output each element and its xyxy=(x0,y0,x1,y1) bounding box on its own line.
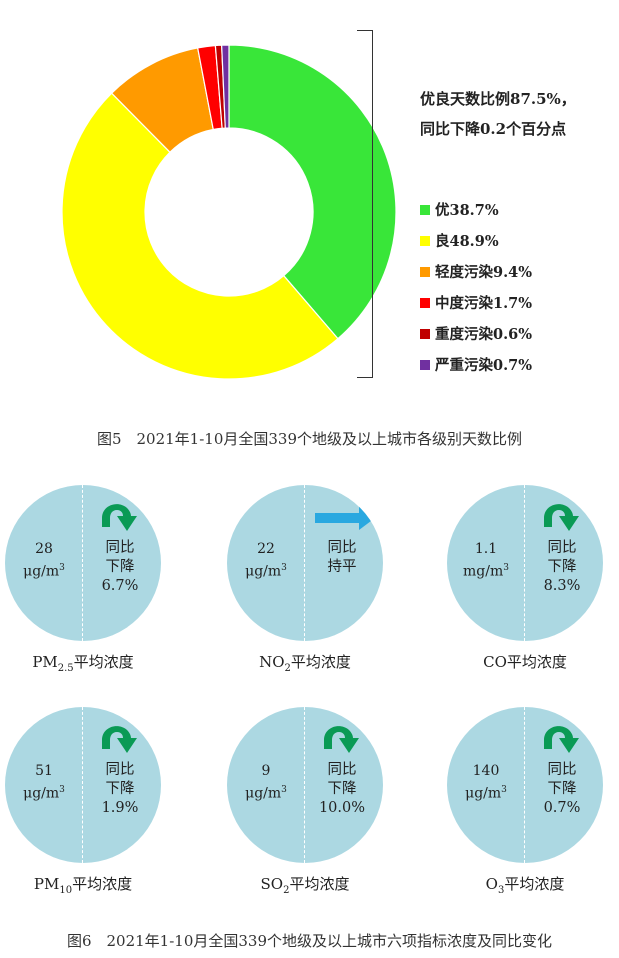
dashed-divider xyxy=(304,707,305,863)
legend-label: 严重污染0.7% xyxy=(435,357,533,374)
donut-slice-6 xyxy=(221,44,230,129)
figure-5-caption: 图5 2021年1-10月全国339个地级及以上城市各级别天数比例 xyxy=(96,430,523,448)
indicator-circle: 140 μg/m3 同比下降 0.7% xyxy=(447,707,603,863)
indicator-label: O3平均浓度 xyxy=(485,875,565,896)
indicator-circle: 28 μg/m3 同比下降 6.7% xyxy=(5,485,161,641)
legend-swatch xyxy=(420,328,430,339)
change-line-3: 6.7% xyxy=(101,578,139,594)
legend-label: 中度污染1.7% xyxy=(435,295,533,312)
concentration-value: 140 μg/m3 xyxy=(453,762,519,804)
legend-item-4: 中度污染1.7% xyxy=(420,287,532,318)
change-line-2: 持平 xyxy=(327,559,357,575)
legend-swatch xyxy=(420,359,430,370)
value-unit: μg/m3 xyxy=(23,785,65,802)
dashed-divider xyxy=(524,485,525,641)
change-line-3: 1.9% xyxy=(101,800,139,816)
donut-slice-2 xyxy=(61,92,339,380)
curved-down-arrow-icon xyxy=(319,719,363,757)
concentration-value: 22 μg/m3 xyxy=(233,540,299,582)
legend-label: 良48.9% xyxy=(435,233,499,250)
value-unit: μg/m3 xyxy=(465,785,507,802)
legend-item-1: 优38.7% xyxy=(420,194,532,225)
dashed-divider xyxy=(82,707,83,863)
legend-swatch xyxy=(420,204,430,215)
good-days-summary: 优良天数比例87.5%， 同比下降0.2个百分点 xyxy=(420,84,576,144)
value-number: 140 xyxy=(472,763,500,779)
dashed-divider xyxy=(524,707,525,863)
yoy-change: 同比 持平 xyxy=(309,539,375,577)
change-line-1: 同比 xyxy=(105,762,135,778)
legend-label: 轻度污染9.4% xyxy=(435,264,533,281)
change-line-1: 同比 xyxy=(327,762,357,778)
change-line-2: 下降 xyxy=(105,781,135,797)
indicator-circle: 1.1 mg/m3 同比下降 8.3% xyxy=(447,485,603,641)
value-number: 51 xyxy=(35,763,53,779)
change-line-1: 同比 xyxy=(547,540,577,556)
legend-item-6: 严重污染0.7% xyxy=(420,349,532,380)
legend-label: 重度污染0.6% xyxy=(435,326,533,343)
legend-swatch xyxy=(420,266,430,277)
change-line-3: 0.7% xyxy=(543,800,581,816)
summary-line-2: 同比下降0.2个百分点 xyxy=(420,120,567,138)
donut-legend: 优38.7% 良48.9% 轻度污染9.4% 中度污染1.7% 重度污染0.6% 严重污染… xyxy=(420,194,532,380)
concentration-value: 51 μg/m3 xyxy=(11,762,77,804)
indicator-label: CO平均浓度 xyxy=(483,653,567,671)
value-unit: μg/m3 xyxy=(245,785,287,802)
yoy-change: 同比下降 0.7% xyxy=(529,761,595,818)
yoy-change: 同比下降 6.7% xyxy=(87,539,153,596)
indicator-label: NO2平均浓度 xyxy=(259,653,351,674)
concentration-value: 1.1 mg/m3 xyxy=(453,540,519,582)
indicator-circle: 22 μg/m3 同比持平 xyxy=(227,485,383,641)
change-line-1: 同比 xyxy=(105,540,135,556)
indicator-label: PM2.5平均浓度 xyxy=(32,653,134,674)
value-number: 1.1 xyxy=(474,541,498,557)
legend-item-3: 轻度污染9.4% xyxy=(420,256,532,287)
concentration-value: 28 μg/m3 xyxy=(11,540,77,582)
change-line-2: 下降 xyxy=(105,559,135,575)
change-line-2: 下降 xyxy=(327,781,357,797)
curved-down-arrow-icon xyxy=(539,719,583,757)
curved-down-arrow-icon xyxy=(539,497,583,535)
curved-down-arrow-icon xyxy=(97,497,141,535)
indicator-label: PM10平均浓度 xyxy=(33,875,133,896)
indicator-circle: 9 μg/m3 同比下降 10.0% xyxy=(227,707,383,863)
donut-slice-1 xyxy=(228,44,397,340)
air-quality-donut-chart xyxy=(61,44,397,380)
value-number: 22 xyxy=(257,541,275,557)
curved-down-arrow-icon xyxy=(97,719,141,757)
value-number: 9 xyxy=(261,763,271,779)
legend-swatch xyxy=(420,297,430,308)
dashed-divider xyxy=(82,485,83,641)
dashed-divider xyxy=(304,485,305,641)
yoy-change: 同比下降 10.0% xyxy=(309,761,375,818)
indicator-label: SO2平均浓度 xyxy=(260,875,350,896)
yoy-change: 同比下降 1.9% xyxy=(87,761,153,818)
value-unit: μg/m3 xyxy=(245,563,287,580)
legend-label: 优38.7% xyxy=(435,202,499,219)
right-arrow-icon xyxy=(313,499,377,537)
value-unit: μg/m3 xyxy=(23,563,65,580)
value-unit: mg/m3 xyxy=(463,563,509,580)
figure-6-caption: 图6 2021年1-10月全国339个地级及以上城市六项指标浓度及同比变化 xyxy=(66,932,553,950)
indicator-circle: 51 μg/m3 同比下降 1.9% xyxy=(5,707,161,863)
yoy-change: 同比下降 8.3% xyxy=(529,539,595,596)
legend-item-5: 重度污染0.6% xyxy=(420,318,532,349)
change-line-2: 下降 xyxy=(547,781,577,797)
summary-line-1: 优良天数比例87.5%， xyxy=(420,90,576,108)
change-line-3: 8.3% xyxy=(543,578,581,594)
value-number: 28 xyxy=(35,541,53,557)
concentration-value: 9 μg/m3 xyxy=(233,762,299,804)
legend-swatch xyxy=(420,235,430,246)
change-line-2: 下降 xyxy=(547,559,577,575)
change-line-1: 同比 xyxy=(327,540,357,556)
summary-bracket xyxy=(357,30,373,378)
legend-item-2: 良48.9% xyxy=(420,225,532,256)
change-line-3: 10.0% xyxy=(318,800,366,816)
change-line-1: 同比 xyxy=(547,762,577,778)
